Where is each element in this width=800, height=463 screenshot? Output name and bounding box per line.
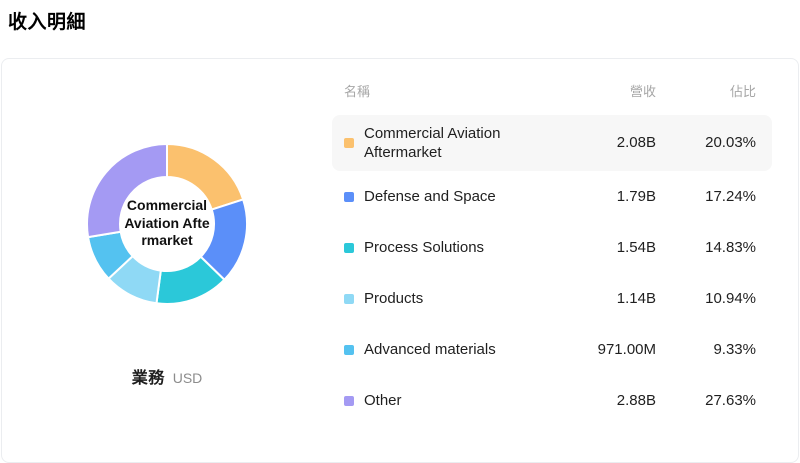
row-name: Other [364, 391, 402, 409]
row-revenue: 1.54B [616, 238, 656, 256]
row-name: Defense and Space [364, 187, 496, 205]
donut-segment-5[interactable] [86, 142, 168, 238]
row-revenue: 1.79B [616, 187, 656, 205]
legend-swatch [344, 293, 354, 304]
row-share: 27.63% [705, 391, 756, 409]
row-share: 9.33% [713, 340, 756, 358]
table-row[interactable]: Advanced materials 971.00M 9.33% [332, 324, 772, 375]
legend-swatch [344, 138, 354, 148]
legend-swatch [344, 395, 354, 406]
row-name: Advanced materials [364, 340, 496, 358]
row-revenue: 2.88B [616, 391, 656, 409]
table-row[interactable]: Defense and Space 1.79B 17.24% [332, 171, 772, 222]
row-share: 17.24% [705, 187, 756, 205]
series-name-label: 業務 [131, 369, 165, 387]
table-row[interactable]: Process Solutions 1.54B 14.83% [332, 222, 772, 273]
donut-svg [86, 142, 248, 305]
chart-footer: 業務 USD [132, 364, 203, 388]
table-row[interactable]: Commercial Aviation Aftermarket 2.08B 20… [332, 115, 772, 171]
row-name: Commercial Aviation Aftermarket [364, 124, 501, 162]
row-name: Process Solutions [364, 238, 485, 256]
row-share: 20.03% [705, 134, 756, 152]
revenue-breakdown-card: Commercial Aviation Aftermarket 業務 USD 名… [1, 58, 799, 463]
table-header-row: 名稱 營收 佔比 [332, 81, 772, 115]
row-revenue: 2.08B [616, 134, 656, 152]
page-title: 收入明細 [8, 12, 87, 33]
row-share: 10.94% [705, 289, 756, 307]
row-revenue: 971.00M [597, 340, 656, 358]
legend-swatch [344, 242, 354, 253]
header-name: 名稱 [344, 84, 371, 99]
chart-column: Commercial Aviation Aftermarket 業務 USD [2, 59, 332, 462]
row-name: Products [364, 289, 424, 307]
table-row[interactable]: Products 1.14B 10.94% [332, 273, 772, 324]
table-row[interactable]: Other 2.88B 27.63% [332, 375, 772, 426]
series-unit-label: USD [172, 369, 203, 386]
legend-swatch [344, 191, 354, 202]
breakdown-table: 名稱 營收 佔比 Commercial Aviation Aftermarket… [332, 59, 798, 462]
table-body: Commercial Aviation Aftermarket 2.08B 20… [332, 115, 772, 426]
header-share: 佔比 [729, 84, 756, 99]
donut-chart[interactable]: Commercial Aviation Aftermarket [77, 134, 257, 314]
row-revenue: 1.14B [616, 289, 656, 307]
row-share: 14.83% [705, 238, 756, 256]
donut-segment-0[interactable] [166, 142, 245, 211]
header-revenue: 營收 [629, 84, 656, 99]
legend-swatch [344, 344, 354, 355]
